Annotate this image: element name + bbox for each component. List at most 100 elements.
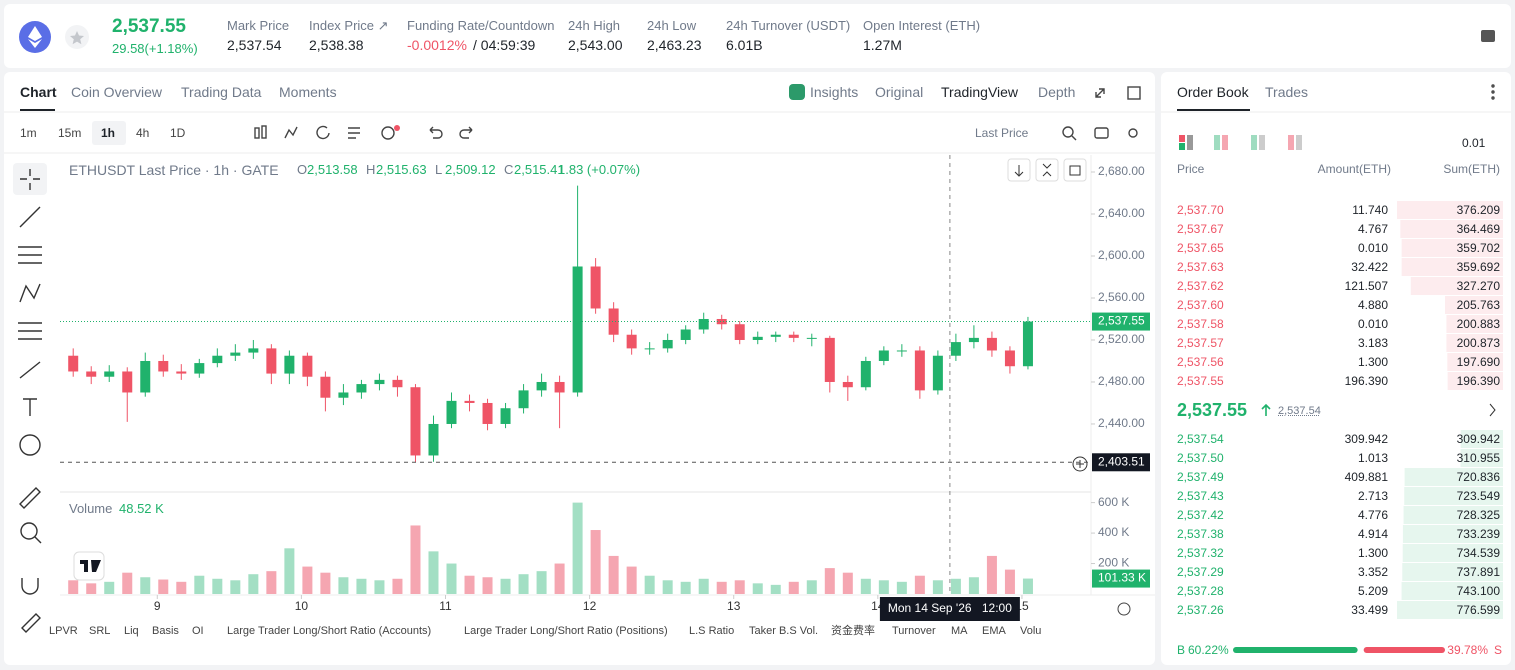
interval[interactable]: 15m (58, 126, 82, 140)
depth-bar (1410, 277, 1503, 295)
candle-body (338, 392, 349, 398)
candle-body (896, 350, 907, 352)
book-price[interactable]: 2,537.70 (1177, 203, 1224, 217)
precision[interactable]: 0.01 (1462, 136, 1486, 150)
volume-bar (1022, 578, 1033, 594)
depth-bar (1397, 201, 1503, 219)
volume-bar (302, 566, 313, 594)
indicator-tab[interactable]: EMA (982, 625, 1006, 637)
candle-body (914, 350, 925, 391)
price-source[interactable]: Last Price (975, 126, 1029, 140)
book-price[interactable]: 2,537.28 (1177, 584, 1224, 598)
indicator-tab[interactable]: SRL (89, 625, 111, 637)
volume-bar (896, 581, 907, 594)
expand-button[interactable] (1063, 158, 1087, 182)
book-price[interactable]: 2,537.50 (1177, 451, 1224, 465)
indicator-tab[interactable]: L.S Ratio (689, 625, 735, 637)
indicator-tab[interactable]: Turnover (892, 625, 936, 637)
volume-bar (734, 580, 745, 594)
indicator-tab[interactable]: 资金费率 (831, 625, 875, 637)
book-price[interactable]: 2,537.49 (1177, 470, 1224, 484)
book-sum: 205.763 (1456, 298, 1500, 312)
book-price[interactable]: 2,537.38 (1177, 527, 1224, 541)
indicator-tab[interactable]: OI (192, 625, 204, 637)
pane-icons (1014, 163, 1081, 177)
book-price[interactable]: 2,537.29 (1177, 565, 1224, 579)
book-amount: 0.010 (1357, 241, 1388, 255)
volume-bar (284, 548, 295, 594)
indicator-tab[interactable]: Taker B.S Vol. (749, 625, 819, 637)
book-price[interactable]: 2,537.58 (1177, 317, 1224, 331)
chart-tab[interactable]: Moments (279, 84, 337, 100)
candle-body (1004, 350, 1015, 367)
candle-body (554, 381, 565, 393)
candle-body (464, 400, 475, 403)
volume-bar (698, 578, 709, 594)
notes-icon[interactable] (1481, 30, 1495, 42)
book-price[interactable]: 2,537.26 (1177, 603, 1224, 617)
volume-bar (320, 572, 331, 594)
volume-bar (554, 563, 565, 594)
interval-active-bg (92, 121, 126, 145)
volume-bar (428, 551, 439, 594)
book-price[interactable]: 2,537.55 (1177, 374, 1224, 388)
candle-body (356, 384, 367, 393)
chart-tab[interactable]: Chart (20, 84, 57, 100)
book-price[interactable]: 2,537.60 (1177, 298, 1224, 312)
chevron (1489, 403, 1496, 417)
book-price[interactable]: 2,537.43 (1177, 489, 1224, 503)
indicator-tab[interactable]: Basis (152, 625, 179, 637)
book-price[interactable]: 2,537.65 (1177, 241, 1224, 255)
book-price[interactable]: 2,537.32 (1177, 546, 1224, 560)
buy-label: B (1177, 643, 1186, 657)
book-price[interactable]: 2,537.63 (1177, 260, 1224, 274)
indicator-tab[interactable]: Large Trader Long/Short Ratio (Positions… (464, 625, 668, 637)
candle-body (716, 318, 727, 325)
volume-bar (500, 578, 511, 594)
book-price[interactable]: 2,537.57 (1177, 336, 1224, 350)
collapse-button[interactable] (1035, 158, 1059, 182)
view-tab[interactable]: TradingView (941, 84, 1019, 100)
indicator-tab[interactable]: Large Trader Long/Short Ratio (Accounts) (227, 625, 432, 637)
book-price[interactable]: 2,537.67 (1177, 222, 1224, 236)
settings-icon[interactable] (1117, 602, 1131, 616)
book-sum: 309.942 (1456, 432, 1500, 446)
volume-bar (266, 571, 277, 594)
star-icon (69, 31, 84, 45)
candle-body (536, 381, 547, 391)
interval[interactable]: 1h (101, 126, 116, 140)
book-amount: 0.010 (1357, 317, 1388, 331)
indicator-tab[interactable]: MA (951, 625, 968, 637)
book-price[interactable]: 2,537.42 (1177, 508, 1224, 522)
interval[interactable]: 1D (170, 126, 186, 140)
book-sum: 776.599 (1456, 603, 1500, 617)
book-price[interactable]: 2,537.62 (1177, 279, 1224, 293)
volume-bar (374, 580, 385, 594)
ai-icon (789, 84, 805, 100)
volume-bar (212, 578, 223, 594)
view-tab[interactable]: Depth (1038, 84, 1076, 100)
indicator-tab[interactable]: LPVR (49, 625, 78, 637)
y-tick-label: 400 K (1098, 525, 1129, 539)
book-sum: 310.955 (1456, 451, 1500, 465)
indicator-tab[interactable]: Volu (1020, 625, 1042, 637)
stat-value: 1.27M (863, 37, 902, 53)
interval[interactable]: 1m (20, 126, 37, 140)
indicator-tab[interactable]: Liq (124, 625, 139, 637)
book-amount: 2.713 (1357, 489, 1388, 503)
book-price[interactable]: 2,537.54 (1177, 432, 1224, 446)
book-price[interactable]: 2,537.56 (1177, 355, 1224, 369)
interval[interactable]: 4h (136, 126, 150, 140)
volume-bar (716, 581, 727, 594)
book-tab[interactable]: Order Book (1177, 84, 1249, 100)
view-tab[interactable]: Original (875, 84, 924, 100)
book-tab[interactable]: Trades (1265, 84, 1309, 100)
candle-body (788, 334, 799, 338)
ohlc-value: 2,509.12 (445, 162, 496, 177)
volume-bar (824, 568, 835, 594)
volume-bar (590, 530, 601, 594)
view-tab[interactable]: Insights (810, 84, 859, 100)
chart-tab[interactable]: Trading Data (181, 84, 262, 100)
chart-tab[interactable]: Coin Overview (71, 84, 163, 100)
